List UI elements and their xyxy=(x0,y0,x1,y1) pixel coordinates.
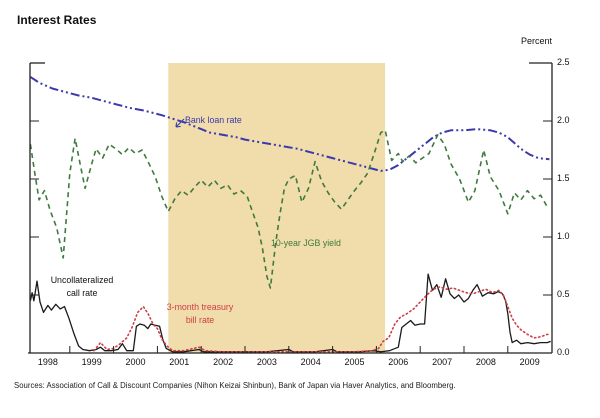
series-line-bank_loan_rate xyxy=(29,76,550,172)
x-tick-label-2005: 2005 xyxy=(344,357,365,367)
sources-note: Sources: Association of Call & Discount … xyxy=(14,381,456,390)
chart-title: Interest Rates xyxy=(17,13,97,27)
series-label-call-rate-line2: call rate xyxy=(66,287,98,298)
bank-loan-label-arrow xyxy=(175,118,185,128)
x-tick-label-2009: 2009 xyxy=(519,357,540,367)
x-tick-label-2004: 2004 xyxy=(300,357,321,367)
series-label-call-rate: Uncollateralized call rate xyxy=(36,274,128,299)
x-tick-label-2006: 2006 xyxy=(388,357,409,367)
y-tick-label-0.5: 0.5 xyxy=(557,289,570,299)
x-tick-label-1999: 1999 xyxy=(81,357,102,367)
y-tick-label-0.0: 0.0 xyxy=(557,347,570,357)
series-line-3_month_treasury_bill_rate xyxy=(93,286,552,353)
series-label-treasury-bill-line2: bill rate xyxy=(185,314,215,325)
x-tick-label-2002: 2002 xyxy=(213,357,234,367)
series-label-treasury-bill-line1: 3-month treasury xyxy=(166,302,234,312)
x-tick-label-2000: 2000 xyxy=(125,357,146,367)
y-tick-label-2.0: 2.0 xyxy=(557,115,570,125)
quantitative-easing-shaded-region xyxy=(168,63,386,353)
x-tick-label-2001: 2001 xyxy=(169,357,190,367)
y-axis-unit-label: Percent xyxy=(520,36,552,46)
y-tick-label-1.5: 1.5 xyxy=(557,173,570,183)
y-tick-label-1.0: 1.0 xyxy=(557,231,570,241)
y-tick-label-2.5: 2.5 xyxy=(557,57,570,67)
series-line-10_year_jgb_yield xyxy=(29,129,548,289)
series-label-bank-loan-rate-text: Bank loan rate xyxy=(185,115,242,125)
series-label-call-rate-line1: Uncollateralized xyxy=(50,275,114,285)
series-label-bank-loan-rate: Bank loan rate xyxy=(185,114,242,127)
series-label-treasury-bill-rate: 3-month treasury bill rate xyxy=(153,301,247,326)
x-tick-label-1998: 1998 xyxy=(37,357,58,367)
x-tick-label-2007: 2007 xyxy=(432,357,453,367)
series-label-jgb-yield-text: 10-year JGB yield xyxy=(271,238,341,248)
x-tick-label-2008: 2008 xyxy=(475,357,496,367)
x-tick-label-2003: 2003 xyxy=(256,357,277,367)
series-label-jgb-yield: 10-year JGB yield xyxy=(271,237,341,250)
